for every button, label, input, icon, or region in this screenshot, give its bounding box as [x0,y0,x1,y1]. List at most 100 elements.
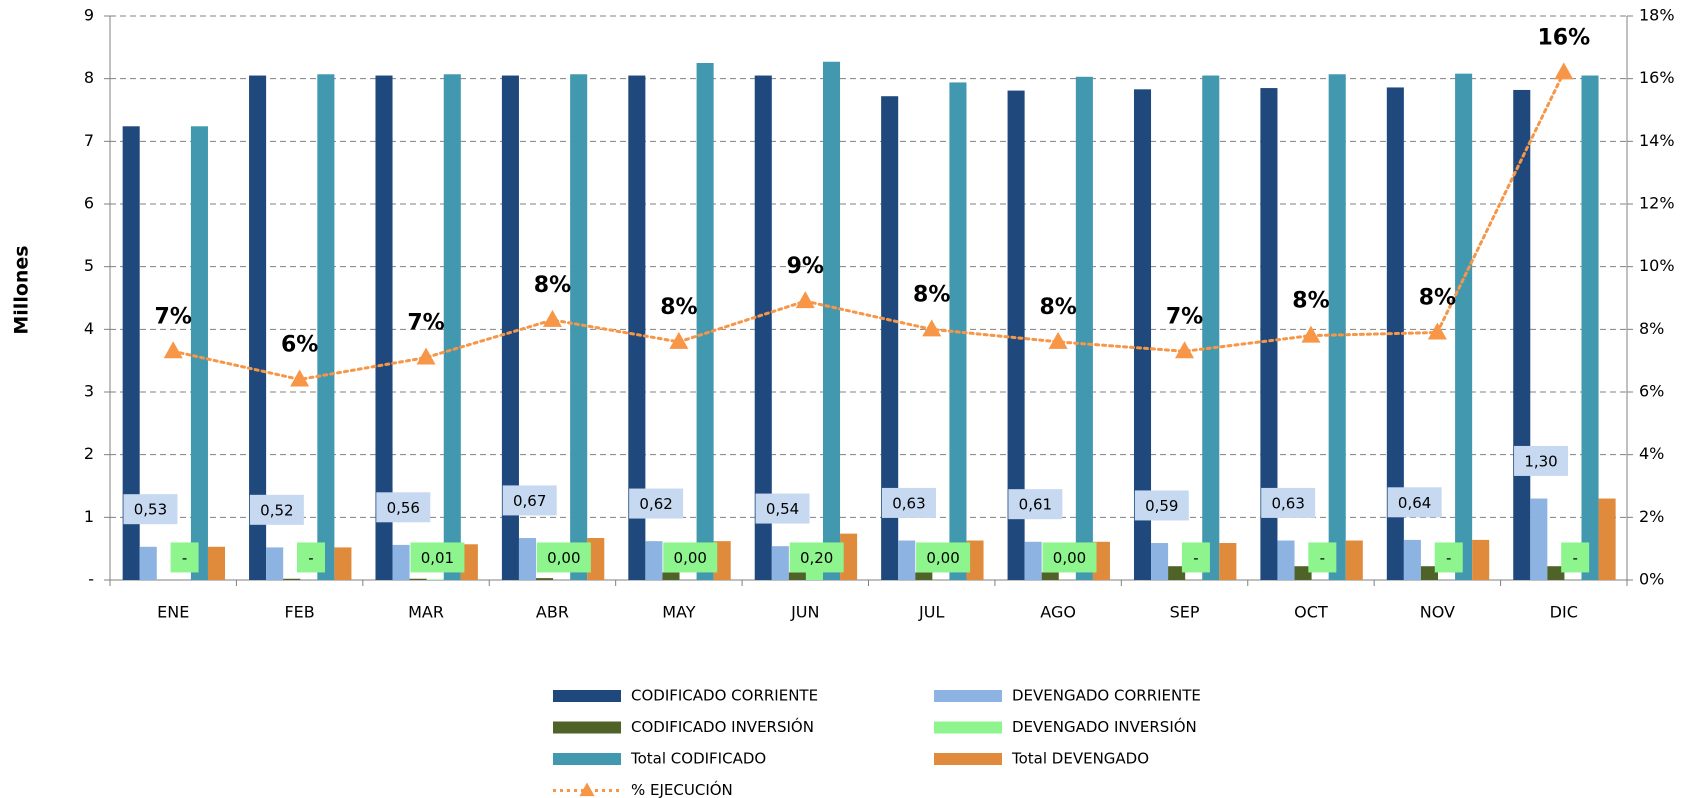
y2-tick-label: 18% [1639,6,1675,25]
data-label: - [1193,549,1198,567]
data-label: 16% [1537,25,1590,50]
data-label: 7% [155,304,192,329]
x-tick-label: FEB [284,603,314,622]
x-tick-label: NOV [1420,603,1455,622]
data-label: 0,64 [1398,494,1431,512]
data-label: 8% [534,273,571,298]
data-label-box [881,487,936,518]
bar [1024,541,1042,580]
bar [501,75,519,581]
data-label: - [1320,549,1325,567]
data-label: 0,54 [766,500,799,518]
legend-swatch [579,782,595,797]
data-label-box [789,542,844,573]
bar [1598,498,1616,580]
data-label: 9% [787,254,824,279]
data-label: 0,62 [639,495,672,513]
bar [536,578,554,580]
bar [1403,539,1421,580]
bar [754,75,772,581]
bar [1547,566,1565,580]
y-tick-label: 2 [84,444,94,463]
bar [822,61,841,581]
x-tick-label: ABR [536,603,569,622]
x-tick-label: AGO [1040,603,1076,622]
data-label-box [1308,542,1337,573]
bar [460,544,478,580]
data-label: 0,00 [547,549,580,567]
data-label: 0,52 [260,501,293,519]
bar [1007,90,1025,580]
line-marker [922,319,942,337]
data-label-box [1514,445,1569,476]
data-label: - [308,549,313,567]
legend-swatch [934,690,1002,702]
bar [570,74,588,580]
legend-label: Total DEVENGADO [1011,750,1149,768]
bar [881,96,899,581]
data-label-box [916,542,971,573]
bar [1420,566,1439,580]
y-tick-label: 9 [84,6,94,25]
data-label-box [1561,542,1590,573]
bar [122,126,140,580]
x-tick-label: SEP [1170,603,1200,622]
x-tick-label: OCT [1294,603,1328,622]
data-label: 8% [1039,295,1076,320]
data-label: 8% [1292,289,1329,314]
x-tick-label: DIC [1550,603,1578,622]
data-label-box [249,494,304,525]
y-tick-label: 7 [84,131,94,150]
bar [1219,543,1237,580]
y-tick-label: 4 [84,319,94,338]
bar [1530,498,1548,580]
data-label: 0,63 [1272,494,1305,512]
bar [1041,572,1059,580]
line-marker [542,309,562,327]
data-label: 0,00 [1053,549,1086,567]
data-label: 0,01 [421,549,454,567]
line-marker [795,291,815,309]
data-label-box [1261,487,1316,518]
legend-swatch [553,690,621,702]
y2-tick-label: 8% [1639,319,1664,338]
data-label-box [1181,542,1210,573]
bar [249,75,267,581]
data-label: 8% [1419,285,1456,310]
data-label: 0,67 [513,492,546,510]
bar [1345,540,1363,580]
bar [1260,88,1278,581]
y2-tick-label: 16% [1639,68,1675,87]
bar [1455,73,1473,581]
bar [1294,566,1312,580]
bar [771,546,789,580]
line-series [171,70,1566,381]
x-tick-label: MAR [408,603,444,622]
legend-swatch [553,721,621,734]
line-marker [669,331,689,349]
data-label: - [1572,549,1577,567]
bar [317,74,335,580]
data-label-box [170,542,199,573]
data-label: 0,59 [1145,497,1178,515]
bar [392,544,410,580]
legend-label: CODIFICADO INVERSIÓN [631,717,814,736]
data-label: 0,53 [134,501,167,519]
legend-swatch [934,753,1002,765]
bar [283,578,301,580]
bar [587,538,605,580]
bar [898,540,916,580]
data-label-box [663,542,718,573]
y-tick-label: 1 [84,507,94,526]
bar [409,578,427,580]
bar [426,579,444,580]
bar [190,126,208,580]
bar [628,75,646,581]
data-label: 7% [407,311,444,336]
bar [696,63,714,580]
bar [1133,89,1152,580]
x-tick-label: ENE [157,603,189,622]
data-label: 6% [281,332,318,357]
bar [1581,75,1599,581]
data-label-box [297,542,326,573]
